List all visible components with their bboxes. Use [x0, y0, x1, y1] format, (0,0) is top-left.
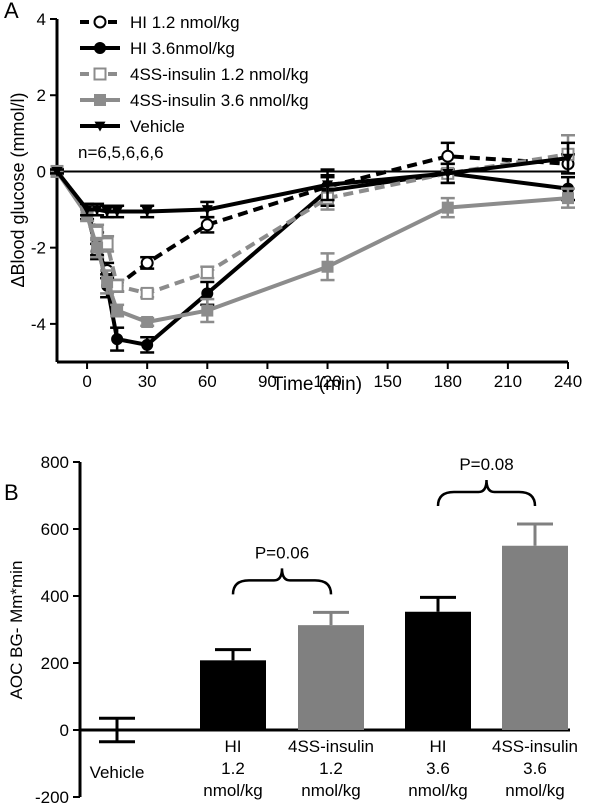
x-tick-label: 240 [554, 372, 582, 391]
x-category-label: nmol/kg [408, 781, 468, 800]
data-point [441, 201, 454, 214]
comparison-brace [231, 568, 333, 595]
panel-b-bar-chart: -200 0 200 400 600 800 Vehicle HI 1.2 nmol/kg 4SS-… [35, 453, 578, 807]
x-category-label: nmol/kg [301, 781, 361, 800]
x-category-label: 4SS-insulin [492, 737, 578, 756]
panel-a-label: A [4, 0, 19, 23]
legend-label: 4SS-insulin 1.2 nmol/kg [130, 65, 309, 84]
series-line [55, 170, 569, 324]
y-tick-label: 600 [41, 520, 69, 539]
series-line [55, 152, 569, 296]
data-point [562, 192, 574, 205]
panel-b-y-axis-label: AOC BG- Mm*min [7, 561, 26, 700]
bar [298, 625, 364, 730]
data-point [91, 241, 104, 254]
legend-label: Vehicle [130, 117, 185, 136]
bar [405, 611, 471, 730]
x-category-label: 3.6 [523, 759, 547, 778]
data-point [441, 149, 455, 163]
series-1 [50, 141, 575, 293]
data-point [200, 265, 214, 279]
legend-marker [93, 67, 107, 81]
legend-marker [94, 121, 106, 132]
y-tick-label: 0 [60, 721, 69, 740]
series-5 [50, 141, 575, 219]
data-point [100, 237, 114, 251]
data-point [141, 315, 154, 328]
y-tick-label: -2 [31, 239, 46, 258]
legend-marker [93, 15, 107, 29]
y-tick-label: 400 [41, 587, 69, 606]
p-value-label: P=0.08 [459, 455, 513, 474]
x-category-label: nmol/kg [505, 781, 565, 800]
panel-a-annotation: n=6,5,6,6,6 [78, 143, 164, 162]
data-point [111, 333, 124, 346]
y-tick-label: -4 [31, 315, 46, 334]
legend-marker [94, 42, 106, 54]
data-point [111, 207, 123, 217]
x-category-label: HI [225, 737, 242, 756]
data-point [442, 168, 454, 179]
data-point [111, 304, 124, 317]
data-point [101, 207, 113, 217]
series-line [55, 156, 569, 214]
data-point [321, 260, 334, 273]
data-point [141, 338, 154, 351]
data-point [201, 304, 214, 317]
x-tick-label: 150 [373, 372, 401, 391]
data-point [81, 205, 93, 216]
data-point [140, 286, 154, 300]
x-tick-label: 180 [434, 372, 462, 391]
x-category-label: nmol/kg [203, 781, 263, 800]
series-2 [50, 162, 575, 354]
comparison-brace [436, 479, 537, 507]
data-point [140, 256, 154, 270]
x-tick-label: 0 [82, 372, 91, 391]
x-category-label: 4SS-insulin [288, 737, 374, 756]
legend-label: HI 1.2 nmol/kg [130, 13, 240, 32]
data-point [200, 218, 214, 232]
x-tick-label: 60 [198, 372, 217, 391]
legend: HI 1.2 nmol/kg HI 3.6nmol/kg 4SS-insulin 1… [80, 13, 309, 136]
series-4 [50, 165, 575, 328]
panel-a-x-axis-label: Time (min) [272, 374, 362, 395]
data-point [101, 275, 114, 288]
x-category-label: 1.2 [319, 759, 343, 778]
legend-label: HI 3.6nmol/kg [130, 39, 235, 58]
data-point [562, 153, 574, 164]
x-tick-label: 90 [258, 372, 277, 391]
y-tick-label: 200 [41, 654, 69, 673]
y-tick-label: -200 [35, 788, 69, 807]
x-tick-label: 30 [138, 372, 157, 391]
data-point [201, 205, 213, 216]
x-category-label: Vehicle [90, 763, 145, 782]
y-tick-label: 4 [37, 10, 46, 29]
legend-label: 4SS-insulin 3.6 nmol/kg [130, 91, 309, 110]
panel-a-y-axis-label: ΔBlood glucose (mmol/l) [8, 92, 28, 287]
y-tick-label: 0 [37, 162, 46, 181]
data-point [141, 207, 153, 217]
x-tick-label: 210 [494, 372, 522, 391]
x-category-label: 1.2 [221, 759, 245, 778]
x-tick-label: 120 [313, 372, 341, 391]
data-point [110, 279, 124, 293]
data-point [201, 287, 214, 300]
panel-b-label: B [4, 480, 19, 505]
x-category-label: HI [430, 737, 447, 756]
data-point [51, 167, 63, 177]
y-tick-label: 2 [37, 86, 46, 105]
bar [502, 545, 568, 730]
data-point [91, 205, 103, 216]
legend-marker [94, 94, 106, 106]
p-value-label: P=0.06 [255, 543, 309, 562]
x-category-label: 3.6 [426, 759, 450, 778]
y-tick-label: 800 [41, 453, 69, 472]
data-point [322, 180, 334, 191]
series-line [55, 154, 569, 288]
bar [200, 660, 266, 730]
